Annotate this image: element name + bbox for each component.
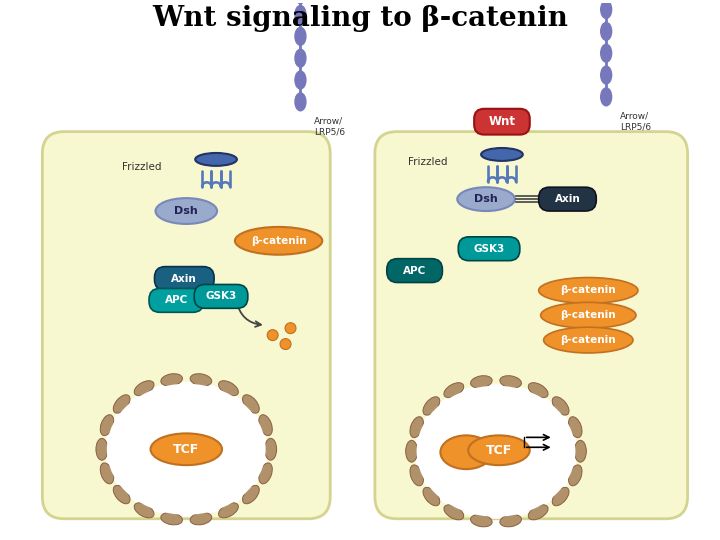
- Text: GSK3: GSK3: [205, 292, 237, 301]
- Ellipse shape: [528, 383, 548, 398]
- Ellipse shape: [259, 415, 272, 436]
- Ellipse shape: [295, 5, 306, 23]
- Text: APC: APC: [403, 266, 426, 275]
- Text: GSK3: GSK3: [474, 244, 505, 254]
- Ellipse shape: [259, 463, 272, 484]
- Ellipse shape: [156, 198, 217, 224]
- Ellipse shape: [423, 397, 440, 415]
- Ellipse shape: [235, 227, 323, 255]
- Ellipse shape: [113, 395, 130, 413]
- Ellipse shape: [528, 505, 548, 520]
- Text: β-catenin: β-catenin: [560, 335, 616, 345]
- Ellipse shape: [161, 512, 182, 525]
- Text: APC: APC: [165, 295, 188, 306]
- Ellipse shape: [569, 465, 582, 486]
- FancyBboxPatch shape: [375, 132, 688, 519]
- Ellipse shape: [410, 417, 423, 437]
- Ellipse shape: [552, 397, 569, 415]
- Text: TCF: TCF: [173, 443, 199, 456]
- Ellipse shape: [190, 374, 212, 386]
- Circle shape: [267, 329, 278, 341]
- FancyBboxPatch shape: [149, 288, 204, 312]
- Ellipse shape: [265, 438, 276, 460]
- Ellipse shape: [100, 463, 114, 484]
- Text: Arrow/
LRP5/6: Arrow/ LRP5/6: [620, 112, 651, 131]
- Ellipse shape: [481, 148, 523, 161]
- FancyBboxPatch shape: [539, 187, 596, 211]
- Ellipse shape: [105, 382, 268, 517]
- FancyBboxPatch shape: [387, 259, 442, 282]
- Ellipse shape: [410, 465, 423, 486]
- Ellipse shape: [444, 383, 464, 398]
- Text: β-catenin: β-catenin: [560, 286, 616, 295]
- FancyBboxPatch shape: [474, 109, 530, 134]
- Ellipse shape: [569, 417, 582, 437]
- Ellipse shape: [96, 438, 108, 460]
- Ellipse shape: [295, 0, 306, 4]
- Text: β-catenin: β-catenin: [251, 236, 307, 246]
- Circle shape: [280, 339, 291, 349]
- Ellipse shape: [423, 488, 440, 506]
- FancyBboxPatch shape: [194, 285, 248, 308]
- FancyBboxPatch shape: [155, 267, 214, 291]
- Circle shape: [285, 323, 296, 334]
- Ellipse shape: [243, 485, 259, 504]
- Ellipse shape: [243, 395, 259, 413]
- Text: Axin: Axin: [554, 194, 580, 204]
- Ellipse shape: [444, 505, 464, 520]
- Ellipse shape: [544, 327, 633, 353]
- Ellipse shape: [190, 512, 212, 525]
- Ellipse shape: [541, 302, 636, 328]
- Ellipse shape: [468, 435, 530, 465]
- Ellipse shape: [471, 515, 492, 527]
- Text: Wnt signaling to β-catenin: Wnt signaling to β-catenin: [152, 5, 568, 32]
- Ellipse shape: [107, 384, 266, 515]
- Ellipse shape: [552, 488, 569, 506]
- Ellipse shape: [600, 44, 612, 62]
- Text: Wnt: Wnt: [488, 115, 516, 128]
- Ellipse shape: [113, 485, 130, 504]
- Ellipse shape: [415, 384, 577, 519]
- Ellipse shape: [219, 381, 238, 396]
- Text: Arrow/
LRP5/6: Arrow/ LRP5/6: [315, 117, 346, 137]
- Ellipse shape: [134, 381, 154, 396]
- Ellipse shape: [600, 23, 612, 40]
- Ellipse shape: [134, 503, 154, 518]
- FancyBboxPatch shape: [458, 237, 520, 261]
- Ellipse shape: [471, 376, 492, 388]
- Ellipse shape: [441, 435, 492, 469]
- Ellipse shape: [405, 440, 418, 462]
- Ellipse shape: [295, 71, 306, 89]
- Text: Axin: Axin: [171, 274, 197, 284]
- Text: β-catenin: β-catenin: [560, 310, 616, 320]
- Text: Frizzled: Frizzled: [122, 163, 161, 172]
- Ellipse shape: [219, 503, 238, 518]
- Text: Frizzled: Frizzled: [408, 157, 447, 167]
- Ellipse shape: [457, 187, 515, 211]
- Ellipse shape: [295, 93, 306, 111]
- Ellipse shape: [295, 49, 306, 67]
- Ellipse shape: [161, 374, 182, 386]
- Ellipse shape: [600, 66, 612, 84]
- Ellipse shape: [575, 440, 586, 462]
- Ellipse shape: [500, 376, 521, 388]
- Ellipse shape: [295, 28, 306, 45]
- Ellipse shape: [150, 434, 222, 465]
- Ellipse shape: [539, 278, 638, 303]
- Text: TCF: TCF: [486, 444, 512, 457]
- Ellipse shape: [600, 88, 612, 106]
- Ellipse shape: [100, 415, 114, 436]
- FancyBboxPatch shape: [42, 132, 330, 519]
- Ellipse shape: [500, 515, 521, 527]
- Ellipse shape: [195, 153, 237, 166]
- Ellipse shape: [600, 1, 612, 18]
- Text: Dsh: Dsh: [474, 194, 498, 204]
- Ellipse shape: [417, 386, 575, 517]
- Text: Dsh: Dsh: [174, 206, 198, 216]
